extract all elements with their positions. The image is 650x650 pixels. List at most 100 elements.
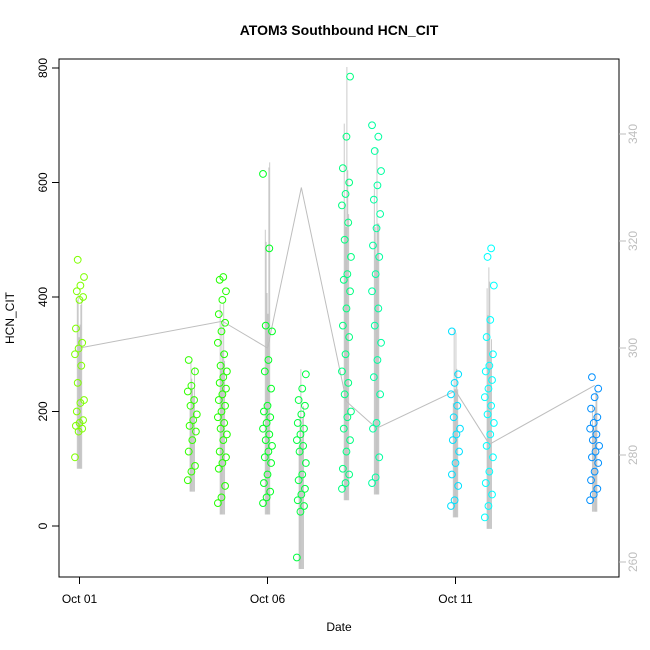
data-point [71, 350, 79, 359]
data-point [485, 361, 494, 370]
data-point [300, 424, 308, 433]
data-point [586, 496, 595, 505]
data-point [183, 476, 192, 485]
data-point [301, 401, 309, 410]
data-point [338, 484, 346, 493]
data-point [586, 424, 595, 433]
data-point [371, 473, 380, 482]
data-point [214, 396, 223, 404]
data-point [298, 384, 307, 393]
data-point [263, 470, 272, 479]
data-point [480, 393, 489, 402]
data-point [80, 273, 88, 281]
data-point [374, 132, 383, 141]
data-point [72, 407, 81, 416]
data-point [344, 378, 353, 387]
data-point [292, 553, 301, 562]
data-point [588, 436, 597, 445]
data-point [372, 419, 381, 427]
data-point [73, 255, 82, 264]
data-point [594, 384, 603, 393]
secondary-trace [76, 67, 598, 569]
data-point [222, 430, 231, 439]
y-right-tick-label: 340 [626, 124, 640, 144]
data-point [347, 253, 355, 261]
data-point [338, 201, 346, 210]
data-point [221, 482, 229, 490]
data-point [78, 338, 87, 347]
data-point [221, 318, 229, 327]
data-point [373, 181, 382, 190]
data-point [79, 293, 87, 301]
data-point [218, 295, 227, 304]
data-point [214, 464, 223, 473]
y-tick-label: 800 [36, 58, 50, 78]
data-point [343, 270, 352, 279]
data-point [589, 490, 598, 499]
data-point [259, 499, 267, 508]
data-point [589, 419, 598, 427]
y-tick-label: 0 [36, 522, 50, 529]
x-tick-label: Oct 11 [438, 592, 473, 606]
data-point [296, 430, 305, 439]
data-point [341, 479, 350, 487]
chart-title: ATOM3 Southbound HCN_CIT [240, 22, 439, 38]
data-point [454, 370, 463, 379]
data-point [587, 404, 595, 413]
data-point [215, 378, 224, 387]
data-point [77, 361, 86, 370]
data-point [483, 410, 492, 419]
data-point [347, 407, 355, 416]
data-point [71, 453, 79, 462]
data-point [266, 413, 275, 422]
data-point [217, 493, 226, 502]
y-axis: 0 200 400 600 800 [36, 58, 59, 529]
data-point [342, 447, 351, 456]
data-point [448, 327, 456, 336]
data-point [222, 453, 230, 462]
data-point [191, 461, 199, 470]
data-point [79, 416, 87, 424]
data-point [219, 373, 228, 382]
data-point [73, 378, 82, 387]
data-point [342, 304, 351, 313]
data-point [301, 484, 309, 493]
data-point [590, 393, 599, 402]
data-point [484, 502, 493, 510]
data-point [215, 447, 224, 456]
data-point [449, 413, 458, 422]
data-point [219, 273, 228, 281]
data-point [488, 490, 496, 499]
data-point [265, 244, 274, 253]
data-point [300, 502, 308, 510]
y-axis-label: HCN_CIT [3, 291, 17, 344]
data-point [220, 350, 229, 359]
data-point [220, 419, 229, 427]
data-point [375, 253, 384, 261]
data-point [450, 378, 459, 387]
data-point [456, 424, 464, 433]
data-point [264, 447, 273, 456]
data-point [222, 384, 230, 393]
data-point [489, 453, 497, 462]
data-point [373, 356, 382, 364]
data-point [296, 507, 305, 516]
data-point [346, 287, 354, 296]
data-point [262, 493, 271, 502]
data-point [453, 401, 462, 410]
data-point [377, 338, 385, 347]
plot-area [71, 67, 604, 569]
data-point [452, 430, 461, 439]
data-point [260, 479, 268, 487]
data-point [80, 396, 88, 404]
data-point [369, 195, 378, 204]
data-point [370, 321, 379, 330]
data-point [454, 482, 463, 490]
data-point [376, 390, 385, 399]
data-point [188, 436, 197, 445]
data-point [593, 413, 602, 422]
y-right-tick-label: 320 [626, 231, 640, 251]
data-point [294, 396, 303, 404]
data-point [372, 224, 381, 233]
